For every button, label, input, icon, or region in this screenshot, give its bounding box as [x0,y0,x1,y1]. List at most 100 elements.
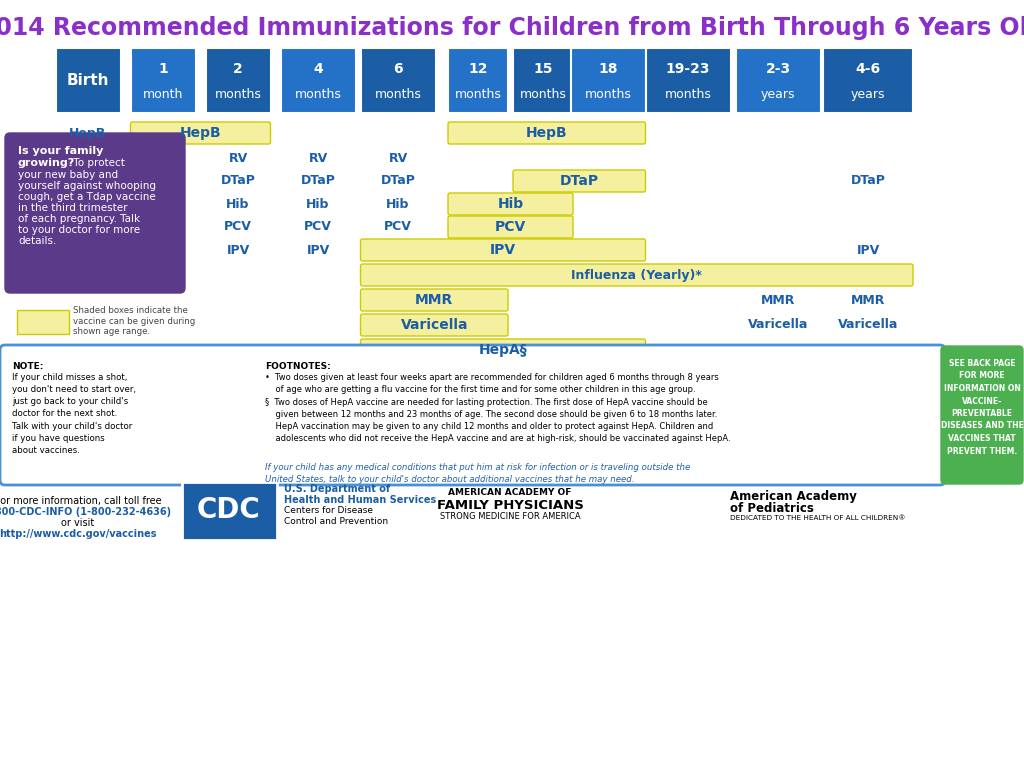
Bar [182,482,278,540]
Text: Hib: Hib [306,198,330,211]
Text: months: months [375,88,422,102]
Text: years: years [761,88,796,102]
Text: 15: 15 [534,62,553,77]
Text: month: month [142,88,183,102]
Text: IPV: IPV [489,243,516,257]
Text: Hib: Hib [386,198,410,211]
Text: months: months [215,88,261,102]
Text: of Pediatrics: of Pediatrics [730,502,814,515]
Text: PCV: PCV [495,220,526,234]
Text: MMR: MMR [761,293,796,306]
Text: months: months [295,88,341,102]
Text: PCV: PCV [304,221,332,233]
Text: 6: 6 [393,62,402,77]
Text: 4-6: 4-6 [855,62,881,77]
Text: HepB: HepB [179,126,221,140]
Text: IPV: IPV [856,243,880,256]
Text: DTaP: DTaP [381,174,416,187]
Bar [735,48,820,113]
Text: 4: 4 [313,62,323,77]
Text: details.: details. [18,236,56,246]
Bar [130,48,196,113]
Text: 2: 2 [233,62,243,77]
Text: cough, get a Tdap vaccine: cough, get a Tdap vaccine [18,192,156,202]
Text: DTaP: DTaP [851,174,886,187]
FancyBboxPatch shape [5,133,185,293]
Text: your new baby and: your new baby and [18,170,118,180]
Text: STRONG MEDICINE FOR AMERICA: STRONG MEDICINE FOR AMERICA [439,512,581,521]
FancyBboxPatch shape [360,339,645,361]
FancyBboxPatch shape [941,346,1023,484]
Text: months: months [519,88,566,102]
Text: Hib: Hib [498,197,523,211]
Text: 1: 1 [158,62,168,77]
Text: If your child misses a shot,
you don't need to start over,
just go back to your : If your child misses a shot, you don't n… [12,373,136,455]
Bar [823,48,913,113]
Text: HepA§: HepA§ [478,343,527,357]
Bar [513,48,573,113]
Text: 1-800-CDC-INFO (1-800-232-4636): 1-800-CDC-INFO (1-800-232-4636) [0,507,172,517]
Text: PCV: PCV [224,221,252,233]
Text: Shaded boxes indicate the
vaccine can be given during
shown age range.: Shaded boxes indicate the vaccine can be… [73,306,196,336]
Text: PCV: PCV [384,221,412,233]
Text: DEDICATED TO THE HEALTH OF ALL CHILDREN®: DEDICATED TO THE HEALTH OF ALL CHILDREN® [730,515,905,521]
Text: FAMILY PHYSICIANS: FAMILY PHYSICIANS [436,499,584,512]
FancyBboxPatch shape [360,264,913,286]
FancyBboxPatch shape [17,310,69,334]
Text: 2-3: 2-3 [765,62,791,77]
Text: 19-23: 19-23 [666,62,711,77]
FancyBboxPatch shape [130,122,270,144]
Text: RV: RV [308,152,328,164]
Text: CDC: CDC [198,496,261,524]
Text: growing?: growing? [18,158,75,168]
Text: Control and Prevention: Control and Prevention [284,517,388,526]
FancyBboxPatch shape [0,345,945,485]
Text: HepB: HepB [70,127,106,139]
Text: months: months [585,88,632,102]
Text: American Academy: American Academy [730,490,857,503]
Text: SEE BACK PAGE
FOR MORE
INFORMATION ON
VACCINE-
PREVENTABLE
DISEASES AND THE
VACC: SEE BACK PAGE FOR MORE INFORMATION ON VA… [941,359,1023,456]
Text: Health and Human Services: Health and Human Services [284,495,436,505]
Text: HepB: HepB [526,126,567,140]
Text: U.S. Department of: U.S. Department of [284,484,390,494]
Text: RV: RV [388,152,408,164]
Text: MMR: MMR [851,293,885,306]
Text: §  Two doses of HepA vaccine are needed for lasting protection. The first dose o: § Two doses of HepA vaccine are needed f… [265,398,731,443]
FancyBboxPatch shape [360,239,645,261]
Text: Centers for Disease: Centers for Disease [284,506,373,515]
Text: IPV: IPV [226,243,250,256]
FancyBboxPatch shape [449,122,645,144]
Text: MMR: MMR [415,293,454,307]
Text: NOTE:: NOTE: [12,362,43,371]
Bar [360,48,435,113]
Text: IPV: IPV [306,243,330,256]
Text: •  Two doses given at least four weeks apart are recommended for children aged 6: • Two doses given at least four weeks ap… [265,373,719,394]
Text: DTaP: DTaP [301,174,336,187]
Bar [570,48,645,113]
FancyBboxPatch shape [513,170,645,192]
Bar [206,48,270,113]
FancyBboxPatch shape [449,193,573,215]
Text: DTaP: DTaP [220,174,255,187]
Bar [281,48,355,113]
Text: FOOTNOTES:: FOOTNOTES: [265,362,331,371]
Text: http://www.cdc.gov/vaccines: http://www.cdc.gov/vaccines [0,529,157,539]
Text: AMERICAN ACADEMY OF: AMERICAN ACADEMY OF [449,488,571,497]
Text: RV: RV [228,152,248,164]
Text: 18: 18 [598,62,617,77]
Text: For more information, call toll free: For more information, call toll free [0,496,162,506]
Text: To protect: To protect [70,158,125,168]
Text: DTaP: DTaP [560,174,599,188]
Text: to your doctor for more: to your doctor for more [18,225,140,235]
Text: yourself against whooping: yourself against whooping [18,181,156,191]
Text: 12: 12 [468,62,487,77]
Text: Influenza (Yearly)*: Influenza (Yearly)* [571,268,702,281]
Bar [449,48,508,113]
Text: or visit: or visit [61,518,94,528]
Text: Birth: Birth [67,73,110,88]
Text: If your child has any medical conditions that put him at risk for infection or i: If your child has any medical conditions… [265,463,690,484]
Text: of each pregnancy. Talk: of each pregnancy. Talk [18,214,140,224]
Text: 2014 Recommended Immunizations for Children from Birth Through 6 Years Old: 2014 Recommended Immunizations for Child… [0,16,1024,40]
FancyBboxPatch shape [360,289,508,311]
Text: Hib: Hib [226,198,250,211]
